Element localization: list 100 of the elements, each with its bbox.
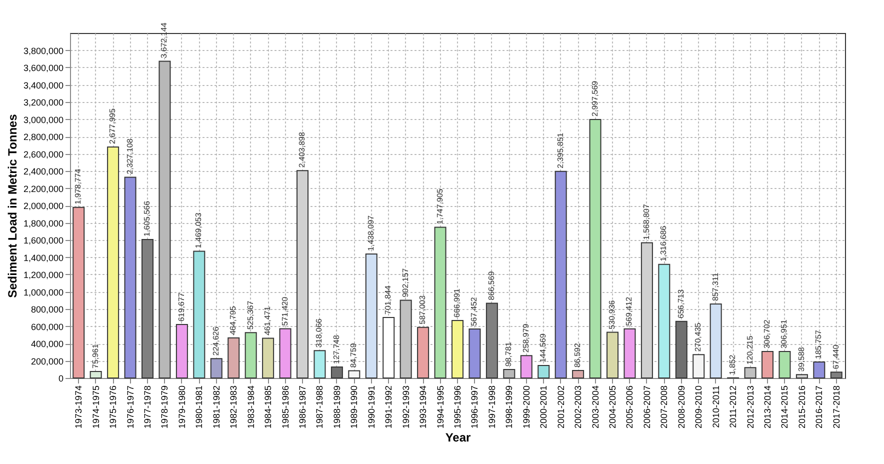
y-tick-label: 3,400,000 [23, 80, 64, 90]
y-tick-label: 1,400,000 [23, 252, 64, 263]
data-label: 2,403,898 [298, 132, 306, 168]
x-tick-label: 2007-2008 [659, 386, 670, 429]
bar [589, 118, 602, 378]
data-label: 270,435 [694, 322, 703, 352]
x-tick-label: 1973-1974 [74, 386, 84, 429]
data-label: 571,420 [280, 296, 290, 326]
bar [572, 370, 584, 378]
data-label: 1,469,053 [194, 212, 204, 248]
bar [624, 328, 636, 378]
x-tick-label: 2002-2003 [573, 386, 584, 429]
x-tick-label: 1992-1993 [400, 386, 411, 429]
bar [348, 370, 360, 378]
data-label: 866,569 [486, 270, 496, 300]
bar [640, 242, 653, 378]
bar [72, 206, 85, 378]
bar [554, 170, 567, 378]
bar [796, 374, 808, 378]
bar [658, 264, 670, 378]
y-tick-label: 1,800,000 [23, 218, 64, 228]
data-label: 144,569 [538, 333, 548, 363]
data-label: 1,852 [728, 354, 738, 375]
bar [365, 253, 378, 378]
bar [520, 355, 532, 378]
data-label: 530,936 [608, 300, 616, 330]
data-label: 857,311 [710, 272, 720, 302]
x-tick-label: 1999-2000 [521, 386, 532, 429]
bar [675, 320, 688, 378]
bar [692, 354, 705, 378]
bar [296, 170, 308, 378]
y-tick-label: 3,800,000 [23, 46, 64, 56]
y-tick-label: 3,000,000 [23, 114, 64, 125]
y-tick-label: 2,000,000 [23, 201, 64, 211]
bar [314, 350, 326, 378]
x-tick-label: 1976-1977 [125, 386, 136, 429]
data-label: 1,316,686 [659, 225, 668, 262]
bar [417, 326, 430, 378]
x-tick-label: 1983-1984 [246, 386, 256, 429]
x-tick-label: 1975-1976 [108, 386, 118, 429]
x-tick-label: 2017-2018 [831, 386, 842, 429]
data-label: 525,367 [246, 300, 255, 330]
y-tick-label: 1,600,000 [23, 236, 64, 246]
data-label: 666,991 [452, 288, 462, 318]
data-label: 75,961 [90, 343, 100, 368]
x-tick-label: 1995-1996 [452, 386, 462, 429]
x-tick-label: 2014-2015 [780, 386, 790, 429]
bar [244, 332, 257, 378]
x-tick-label: 1994-1995 [435, 386, 446, 429]
data-label: 569,412 [624, 296, 634, 326]
data-label: 2,677,995 [108, 108, 118, 144]
x-tick-label: 1996-1997 [470, 386, 480, 429]
data-label: 461,471 [263, 306, 272, 336]
bar [193, 250, 206, 378]
data-label: 567,452 [470, 296, 479, 326]
x-tick-label: 1979-1980 [176, 386, 187, 429]
data-label: 2,997,569 [590, 80, 600, 116]
data-label: 120,215 [745, 335, 754, 365]
x-tick-label: 1990-1991 [366, 386, 376, 429]
bar [228, 337, 240, 378]
y-tick-label: 2,400,000 [23, 166, 64, 176]
x-tick-label: 2001-2002 [556, 386, 566, 429]
x-tick-label: 1985-1986 [280, 386, 290, 429]
x-tick-label: 2013-2014 [762, 386, 772, 429]
data-label: 224,626 [211, 326, 220, 356]
x-tick-label: 2012-2013 [745, 386, 756, 429]
bar [124, 176, 136, 378]
x-tick-label: 2009-2010 [694, 386, 704, 429]
bar [279, 328, 292, 378]
data-label: 67,440 [831, 344, 840, 370]
data-label: 1,978,774 [74, 168, 83, 204]
x-tick-label: 2008-2009 [676, 386, 686, 429]
y-tick-label: 400,000 [30, 339, 64, 349]
bar [538, 365, 550, 378]
data-label: 306,702 [762, 319, 772, 349]
bar [434, 226, 446, 378]
x-tick-label: 1984-1985 [263, 386, 274, 429]
data-label: 1,568,807 [642, 204, 651, 240]
y-axis-title: Sediment Load in Metric Tonnes [5, 114, 20, 298]
bar [176, 324, 188, 378]
x-tick-label: 1982-1983 [228, 386, 239, 429]
x-tick-label: 1989-1990 [349, 386, 360, 429]
data-label: 1,747,905 [435, 188, 444, 224]
x-tick-label: 1993-1994 [418, 386, 428, 429]
y-tick-label: 3,600,000 [23, 63, 64, 73]
x-tick-label: 1980-1981 [194, 386, 204, 429]
x-tick-label: 1998-1999 [504, 386, 514, 429]
data-label: 464,795 [228, 305, 238, 335]
y-tick-label: 1,200,000 [23, 270, 64, 280]
x-tick-label: 2016-2017 [814, 386, 824, 429]
data-label: 1,438,097 [366, 214, 376, 251]
data-label: 1,605,566 [142, 200, 152, 237]
bar [90, 370, 102, 378]
y-tick-label: 600,000 [30, 322, 64, 332]
data-label: 318,066 [314, 318, 324, 348]
x-tick-label: 1987-1988 [314, 386, 325, 429]
bar [330, 366, 343, 378]
bar [710, 304, 722, 378]
x-tick-label: 2006-2007 [642, 386, 652, 429]
y-tick-label: 2,800,000 [23, 132, 64, 142]
